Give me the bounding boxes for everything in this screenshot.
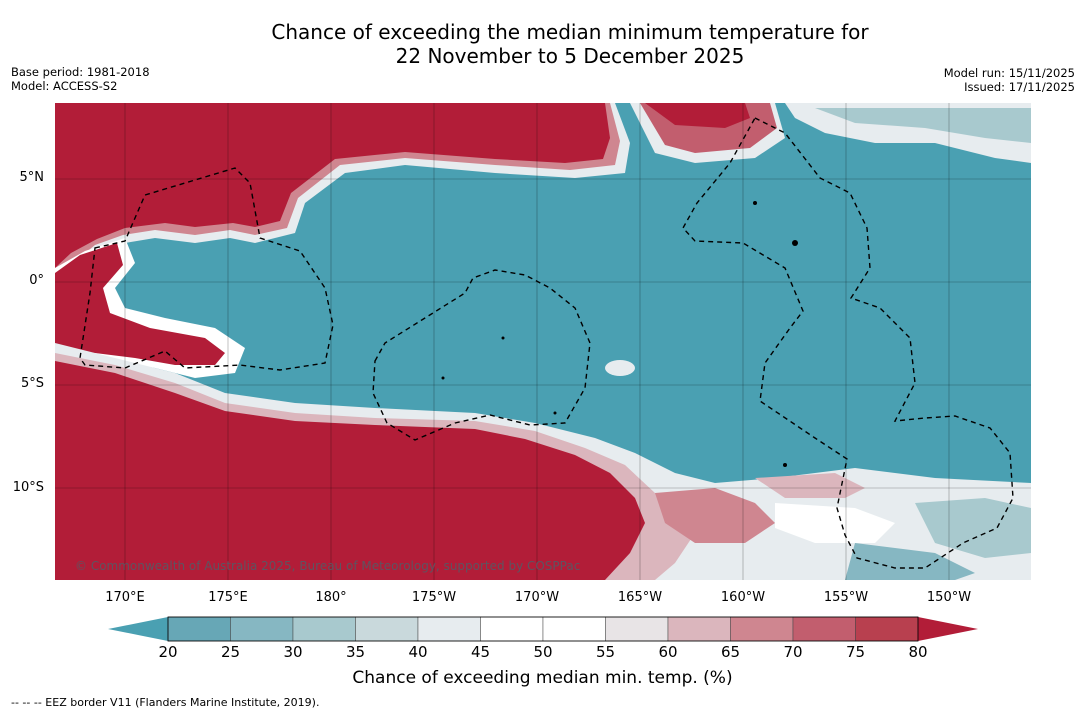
meta-left: Base period: 1981-2018 Model: ACCESS-S2 [11, 65, 150, 93]
colorbar-segment [542, 616, 606, 642]
lat-label-5n: 5°N [19, 170, 45, 185]
colorbar-segment [292, 616, 356, 642]
meta-right: Model run: 15/11/2025 Issued: 17/11/2025 [944, 66, 1075, 94]
colorbar-segment [167, 616, 231, 642]
colorbar-tick-label: 20 [158, 643, 178, 661]
colorbar-tick-label: 70 [783, 643, 803, 661]
colorbar-tick-label: 45 [470, 643, 491, 661]
colorbar-tick-label: 55 [595, 643, 616, 661]
title-line-1: Chance of exceeding the median minimum t… [271, 20, 869, 44]
lon-label-155w: 155°W [823, 590, 869, 605]
eez-borders [79, 117, 1014, 569]
issued-date: Issued: 17/11/2025 [964, 80, 1075, 94]
title-line-2: 22 November to 5 December 2025 [395, 44, 745, 68]
colorbar-segment [792, 616, 856, 642]
colorbar-segment [355, 616, 419, 642]
colorbar-tick-label: 80 [908, 643, 928, 661]
lon-label-175w: 175°W [411, 590, 457, 605]
lon-label-150w: 150°W [926, 590, 972, 605]
warm-region-northeast [630, 103, 1031, 163]
colorbar-tick-label: 50 [533, 643, 553, 661]
island-contours [441, 201, 798, 467]
colorbar-tick-label: 60 [658, 643, 678, 661]
warm-region-west [55, 238, 245, 378]
colorbar-over-arrow [918, 617, 978, 641]
model-name: Model: ACCESS-S2 [11, 79, 118, 93]
map-canvas: © Commonwealth of Australia 2025, Bureau… [55, 103, 1031, 580]
lon-label-175e: 175°E [208, 590, 248, 605]
colorbar-tick-label: 35 [345, 643, 366, 661]
probability-map[interactable]: © Commonwealth of Australia 2025, Bureau… [55, 103, 1031, 580]
colorbar-segment [417, 616, 481, 642]
colorbar-tick-label: 65 [720, 643, 741, 661]
colorbar-label: Chance of exceeding median min. temp. (%… [352, 668, 733, 688]
colorbar-segment [667, 616, 731, 642]
colorbar-segment [605, 616, 669, 642]
lat-label-5s: 5°S [20, 376, 44, 391]
lat-label-0: 0° [29, 273, 44, 288]
warm-region-northwest [55, 103, 630, 288]
colorbar-under-arrow [108, 617, 168, 641]
lon-label-165w: 165°W [617, 590, 663, 605]
copyright-notice: © Commonwealth of Australia 2025, Bureau… [75, 559, 580, 573]
base-period: Base period: 1981-2018 [11, 65, 150, 79]
colorbar-frame [167, 616, 919, 642]
lon-label-170e: 170°E [105, 590, 145, 605]
graticule [55, 103, 1031, 580]
colorbar-tick-label: 75 [845, 643, 866, 661]
colorbar-segment [730, 616, 794, 642]
lon-label-180: 180° [315, 590, 347, 605]
eez-border-tokelau [372, 269, 591, 441]
colorbar-segment [480, 616, 544, 642]
colorbar-segment [230, 616, 294, 642]
colorbar-segment [855, 616, 919, 642]
lat-label-10s: 10°S [12, 480, 44, 495]
colorbar-tick-label: 40 [408, 643, 428, 661]
lon-label-160w: 160°W [720, 590, 766, 605]
colorbar-tick-label: 30 [283, 643, 303, 661]
eez-border-kiribati-line [682, 117, 1014, 569]
eez-border-tuvalu [79, 167, 334, 371]
chart-title: Chance of exceeding the median minimum t… [0, 20, 1085, 68]
eez-footnote: -- -- -- EEZ border V11 (Flanders Marine… [11, 696, 320, 709]
model-run: Model run: 15/11/2025 [943, 66, 1075, 80]
warm-region-south [55, 343, 1031, 580]
colorbar [108, 616, 978, 642]
colorbar-tick-label: 25 [220, 643, 241, 661]
lon-label-170w: 170°W [514, 590, 560, 605]
colorbar-segments [167, 616, 919, 642]
